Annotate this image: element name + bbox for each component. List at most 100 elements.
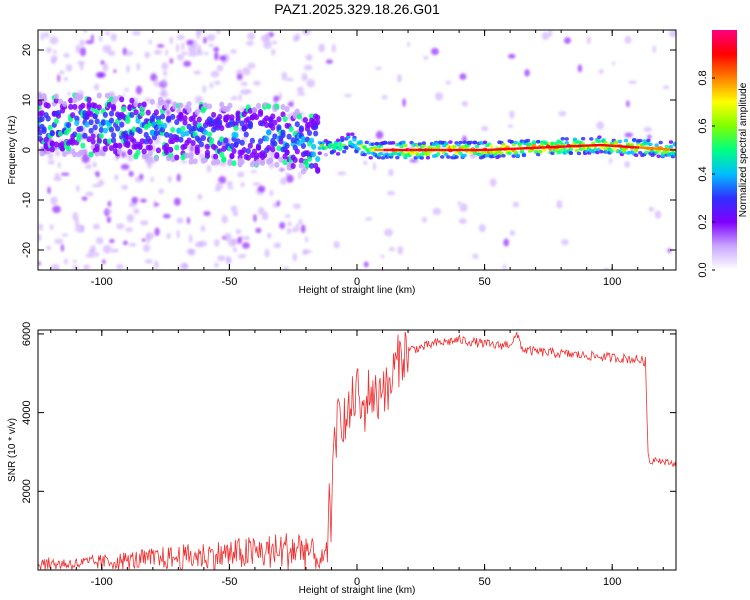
spectrogram-noise-cell (144, 259, 153, 264)
spectrogram-ridge-cell (204, 152, 211, 159)
spectrogram-ridge-cell (509, 140, 514, 144)
spectrogram-ridge-cell (617, 139, 623, 144)
spectrogram-noise-cell (104, 31, 111, 36)
spectrogram-noise-cell (509, 110, 515, 119)
spectrogram-noise-cell (156, 44, 165, 48)
spectrogram-core-cell (395, 148, 398, 152)
spectrogram-noise-cell (247, 32, 255, 41)
spectrogram-core-cell (541, 146, 543, 149)
spectrogram-ridge-cell (41, 96, 47, 103)
spectrogram-ridge-cell (444, 141, 449, 146)
spectrogram-core-cell (470, 148, 473, 152)
spectrogram-core-cell (484, 148, 487, 152)
spectrogram-core-cell (564, 145, 566, 148)
spectrogram-core-cell (623, 145, 626, 148)
spectrogram-ridge-cell (335, 152, 341, 156)
spectrogram-noise-cell (141, 238, 146, 242)
spectrogram-core-cell (499, 148, 502, 151)
spectrogram-noise-cell (372, 162, 377, 171)
spectrogram-noise-cell (195, 30, 204, 35)
spectrogram-core-cell (651, 147, 654, 150)
spectrogram-ridge-cell (215, 158, 221, 165)
spectrogram-core-cell (513, 147, 516, 150)
spectrogram-core-cell (423, 148, 425, 152)
spectrogram-ridge-cell (229, 142, 235, 149)
spectrogram-core-cell (597, 143, 600, 147)
spectrogram-ridge-cell (94, 146, 100, 153)
spectrogram-ridge-cell (38, 99, 43, 106)
spectrogram-noise-cell (110, 248, 119, 253)
spectrogram-ridge-cell (435, 152, 441, 156)
spectrogram-ridge-cell (49, 146, 55, 153)
spectrogram-core-cell (611, 144, 614, 147)
spectrogram-noise-cell (122, 240, 128, 246)
spectrogram-core-cell (512, 147, 514, 150)
spectrogram-core-cell (654, 147, 657, 150)
spectrogram-noise-cell (104, 209, 113, 214)
spectrogram-ridge-cell (550, 151, 555, 156)
spectrogram-core-cell (558, 145, 560, 148)
spectrogram-ridge-cell (92, 102, 98, 109)
spectrogram-ridge-cell (174, 119, 180, 126)
spectrogram-noise-cell (237, 171, 245, 178)
spectrogram-ridge-cell (213, 153, 219, 160)
spectrogram-core-cell (622, 145, 625, 148)
spectrogram-ridge-cell (108, 126, 115, 133)
spectrogram-ridge-cell (90, 138, 96, 145)
spectrogram-ridge-cell (117, 148, 123, 155)
spectrogram-ridge-cell (182, 119, 188, 126)
spectrogram-ridge-cell (648, 142, 653, 147)
spectrogram-noise-cell (586, 36, 591, 45)
spectrogram-core-cell (389, 148, 392, 152)
spectrogram-ridge-cell (192, 124, 198, 131)
spectrogram-core-cell (492, 148, 494, 151)
spectrogram-noise-cell (387, 190, 396, 196)
spectrogram-core-cell (562, 145, 565, 148)
spectrogram-ridge-cell (190, 139, 196, 146)
spectrogram-core-cell (519, 147, 522, 150)
spectrogram-noise-cell (507, 53, 516, 59)
spectrogram-noise-cell (397, 74, 402, 83)
spectrogram-ridge-cell (501, 153, 506, 158)
spectrogram-noise-cell (50, 58, 56, 65)
spectrogram-core-cell (391, 148, 393, 152)
spectrogram-core-cell (605, 144, 608, 147)
spectrogram-ridge-cell (82, 132, 88, 139)
spectrogram-noise-cell (81, 154, 90, 164)
spectrogram-core-cell (417, 148, 419, 152)
spectrogram-noise-cell (180, 160, 188, 164)
spectrogram-ridge-cell (106, 101, 113, 108)
spectrogram-ridge-cell (568, 151, 574, 155)
spectrogram-x-tick-label: -100 (91, 276, 113, 288)
spectrogram-noise-cell (265, 35, 270, 42)
spectrogram-ridge-cell (59, 145, 66, 152)
spectrogram-noise-cell (84, 165, 90, 169)
spectrogram-ridge-cell (311, 151, 317, 158)
spectrogram-ridge-cell (72, 151, 78, 158)
spectrogram-noise-cell (225, 255, 230, 264)
spectrogram-noise-cell (375, 66, 382, 70)
spectrogram-ridge-cell (331, 149, 337, 154)
spectrogram-ridge-cell (368, 155, 373, 160)
spectrogram-core-cell (542, 146, 545, 149)
spectrogram-noise-cell (407, 41, 411, 47)
spectrogram-ridge-cell (515, 153, 520, 158)
spectrogram-ridge-cell (170, 113, 176, 120)
spectrogram-core-cell (556, 145, 559, 149)
spectrogram-core-cell (639, 146, 641, 149)
spectrogram-noise-cell (255, 227, 262, 234)
snr-y-tick-label: 6000 (21, 322, 33, 346)
spectrogram-ridge-cell (80, 102, 86, 109)
spectrogram-ridge-cell (415, 152, 420, 156)
spectrogram-noise-cell (252, 182, 261, 186)
spectrogram-noise-cell (188, 50, 198, 57)
spectrogram-noise-cell (125, 50, 134, 56)
spectrogram-core-cell (421, 148, 424, 152)
spectrogram-noise-cell (148, 39, 153, 45)
spectrogram-ridge-cell (313, 130, 319, 137)
spectrogram-ridge-cell (217, 113, 223, 120)
spectrogram-ridge-cell (86, 136, 92, 143)
spectrogram-ridge-cell (337, 141, 343, 146)
spectrogram-ridge-cell (339, 135, 345, 140)
